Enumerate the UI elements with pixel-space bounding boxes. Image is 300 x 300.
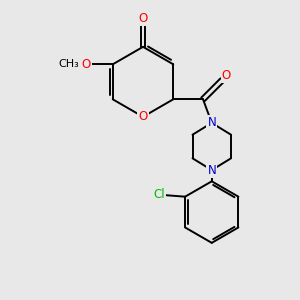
Text: O: O xyxy=(82,58,91,71)
Text: O: O xyxy=(138,12,148,25)
Text: N: N xyxy=(207,116,216,129)
Text: O: O xyxy=(222,69,231,82)
Text: CH₃: CH₃ xyxy=(58,59,79,69)
Text: O: O xyxy=(138,110,148,123)
Text: Cl: Cl xyxy=(154,188,165,201)
Text: N: N xyxy=(207,164,216,177)
